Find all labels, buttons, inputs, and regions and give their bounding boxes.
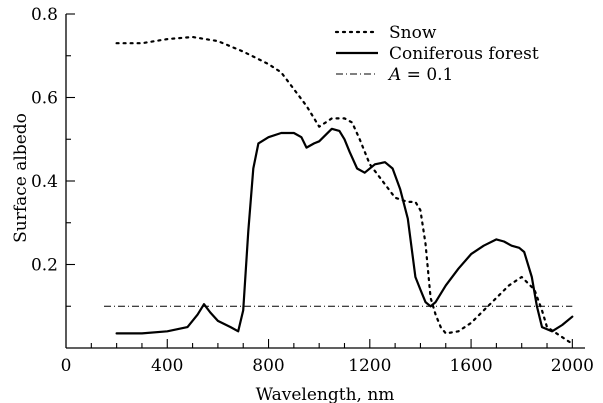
series-line-snow [115,35,574,345]
y-tick-label: 0.8 [31,5,58,25]
axes: 0 400 800 1200 1600 2000 0.2 0.4 0.6 0.8 [31,5,594,376]
y-tick-label: 0.6 [31,89,58,109]
x-tick-label: 1200 [348,356,391,376]
legend: Snow Coniferous forest A = 0.1 [334,23,539,85]
y-axis-title: Surface albedo [11,113,31,243]
y-tick-label: 0.4 [31,172,58,192]
series-layer [104,35,574,345]
x-tick-label: 400 [151,356,183,376]
x-axis-title: Wavelength, nm [256,385,395,403]
x-tick-label: 800 [252,356,284,376]
legend-label-coniferous-forest: Coniferous forest [389,44,539,64]
legend-label-a-threshold: A = 0.1 [387,65,453,85]
x-tick-label: 2000 [551,356,594,376]
x-tick-label: 1600 [449,356,492,376]
legend-label-a-value: = 0.1 [401,65,453,85]
y-tick-label: 0.2 [31,256,58,276]
series-line-coniferous-forest [115,127,574,335]
x-tick-label: 0 [61,356,72,376]
legend-label-snow: Snow [389,23,437,43]
legend-label-a-symbol: A [387,65,401,85]
